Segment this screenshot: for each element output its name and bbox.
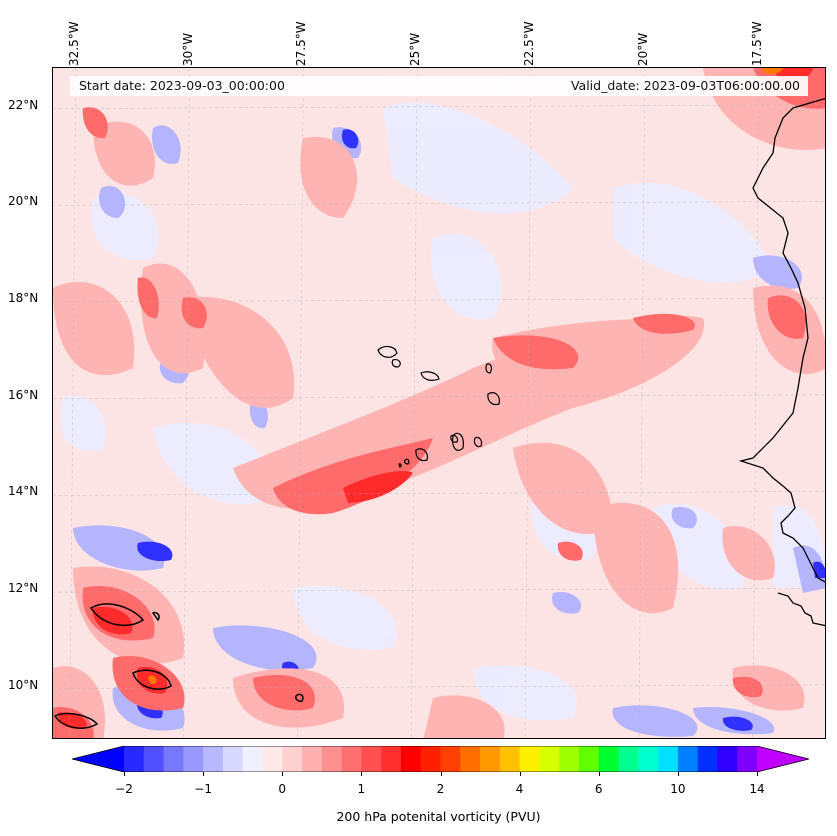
colorbar-segment <box>381 746 402 772</box>
meridian-gridline <box>297 68 304 738</box>
colorbar-segment <box>163 746 184 772</box>
colorbar-segment <box>341 746 362 772</box>
colorbar-segment <box>658 746 679 772</box>
colorbar-segment <box>559 746 580 772</box>
colorbar-segment <box>400 746 422 772</box>
colorbar-segment <box>440 746 461 772</box>
colorbar-segment <box>519 746 541 772</box>
meridian-gridline <box>410 68 418 738</box>
colorbar-tick-mark <box>598 772 600 776</box>
colorbar-tick-label: 1 <box>357 782 366 796</box>
valid-date-label: Valid_date: 2023-09-03T06:00:00.00 <box>570 78 800 93</box>
colorbar-tick-label: 10 <box>670 782 686 796</box>
meridian-gridline <box>524 68 532 738</box>
lat-tick-label: 14°N <box>8 484 39 499</box>
pv-map <box>52 67 826 739</box>
colorbar-segment <box>717 746 738 772</box>
colorbar <box>72 746 809 772</box>
meridian-gridline <box>69 68 77 738</box>
lon-tick-label: 17.5°W <box>749 21 764 66</box>
colorbar-extend-max <box>757 746 809 772</box>
colorbar-segment <box>321 746 343 772</box>
colorbar-segment <box>420 746 442 772</box>
cape-verde-islands <box>377 345 500 468</box>
lat-tick-label: 12°N <box>8 581 39 596</box>
pv-peak-orange <box>148 68 783 685</box>
start-date-label: Start date: 2023-09-03_00:00:00 <box>79 78 285 93</box>
colorbar-segment <box>143 746 165 772</box>
gridlines <box>53 68 825 738</box>
colorbar-segment <box>638 746 659 772</box>
lon-tick-label: 25°W <box>408 32 423 66</box>
colorbar-tick-label: −1 <box>194 782 212 796</box>
colorbar-segment <box>282 746 303 772</box>
colorbar-segment <box>262 746 283 772</box>
colorbar-segment <box>203 746 224 772</box>
negative-pv-weak <box>60 102 825 721</box>
date-info-strip: Start date: 2023-09-03_00:00:00 Valid_da… <box>70 76 808 96</box>
colorbar-segment <box>539 746 560 772</box>
lon-tick-label: 20°W <box>635 32 650 66</box>
colorbar-extend-min <box>72 746 124 772</box>
lat-tick-label: 22°N <box>8 97 39 112</box>
colorbar-tick-mark <box>440 772 442 776</box>
pv-field <box>53 68 825 738</box>
lon-tick-label: 32.5°W <box>66 21 81 66</box>
lat-tick-label: 18°N <box>8 291 39 306</box>
colorbar-segment <box>242 746 264 772</box>
colorbar-tick-mark <box>124 772 125 776</box>
colorbar-segment <box>618 746 639 772</box>
colorbar-tick-label: 6 <box>594 782 603 796</box>
lon-tick-label: 22.5°W <box>522 21 537 66</box>
colorbar-tick-mark <box>677 772 679 776</box>
colorbar-tick-label: 0 <box>278 782 287 796</box>
lat-tick-label: 10°N <box>8 677 39 692</box>
meridian-gridline <box>638 68 646 738</box>
colorbar-segment <box>183 746 204 772</box>
colorbar-segment <box>697 746 719 772</box>
colorbar-segment <box>302 746 323 772</box>
colorbar-segment <box>124 746 145 772</box>
lon-tick-label: 27.5°W <box>294 21 309 66</box>
colorbar-segment <box>361 746 382 772</box>
colorbar-tick-mark <box>519 772 521 776</box>
colorbar-tick-mark <box>361 772 363 776</box>
colorbar-segment <box>222 746 244 772</box>
colorbar-tick-label: 14 <box>749 782 765 796</box>
colorbar-tick-mark <box>282 772 284 776</box>
colorbar-tick-label: −2 <box>115 782 133 796</box>
colorbar-tick-mark <box>203 772 205 776</box>
positive-pv-max <box>58 68 813 729</box>
meridian-gridline <box>183 68 190 738</box>
colorbar-segment <box>460 746 481 772</box>
colorbar-tick-mark <box>757 772 758 776</box>
meridian-gridline <box>752 68 760 738</box>
colorbar-tick-label: 4 <box>515 782 524 796</box>
colorbar-segment <box>737 746 758 772</box>
colorbar-label: 200 hPa potenital vorticity (PVU) <box>336 809 541 824</box>
lat-tick-label: 16°N <box>8 387 39 402</box>
lat-tick-label: 20°N <box>8 194 39 209</box>
colorbar-segment <box>499 746 521 772</box>
colorbar-tick-label: 2 <box>436 782 445 796</box>
colorbar-segment <box>578 746 600 772</box>
colorbar-segment <box>598 746 620 772</box>
lon-tick-label: 30°W <box>180 32 195 66</box>
colorbar-segment <box>677 746 699 772</box>
coastline <box>738 97 825 627</box>
pv-contour-lines <box>53 603 304 729</box>
colorbar-segment <box>480 746 501 772</box>
